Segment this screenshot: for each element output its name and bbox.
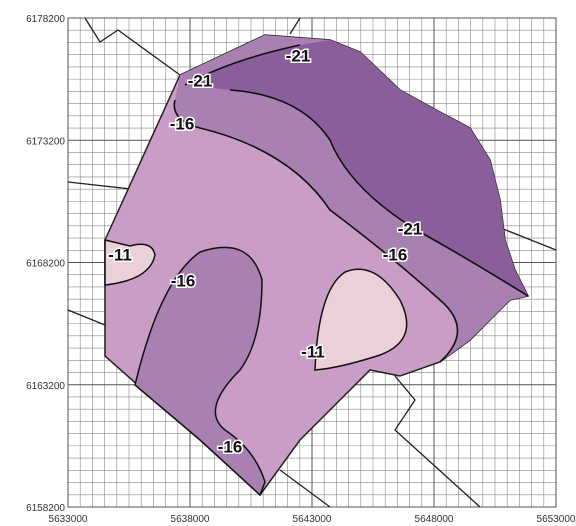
contour-zone: [314, 268, 408, 371]
x-tick-label: 5653000: [537, 514, 576, 525]
x-tick-label: 5633000: [49, 514, 88, 525]
contour-zone: [104, 239, 156, 286]
y-tick-label: 6173200: [26, 136, 65, 147]
contour-zone: [185, 40, 528, 296]
y-tick-label: 6178200: [26, 14, 65, 25]
x-tick-label: 5638000: [171, 514, 210, 525]
contour-label: -16: [218, 437, 243, 456]
contour-label: -16: [170, 114, 195, 133]
contour-label: -11: [301, 342, 325, 361]
contour-label: -21: [286, 46, 311, 65]
contour-lines: [173, 44, 529, 363]
x-tick-label: 5648000: [415, 514, 454, 525]
contour-label: -16: [383, 245, 408, 264]
contour-label: -16: [171, 271, 196, 290]
y-tick-label: 6163200: [26, 381, 65, 392]
x-tick-label: 5643000: [293, 514, 332, 525]
y-tick-label: 6158200: [26, 503, 65, 514]
y-tick-label: 6168200: [26, 259, 65, 270]
contour-label: -11: [108, 245, 132, 264]
contour-zone: [134, 246, 266, 497]
contour-label: -21: [398, 219, 423, 238]
contour-label: -21: [188, 71, 213, 90]
